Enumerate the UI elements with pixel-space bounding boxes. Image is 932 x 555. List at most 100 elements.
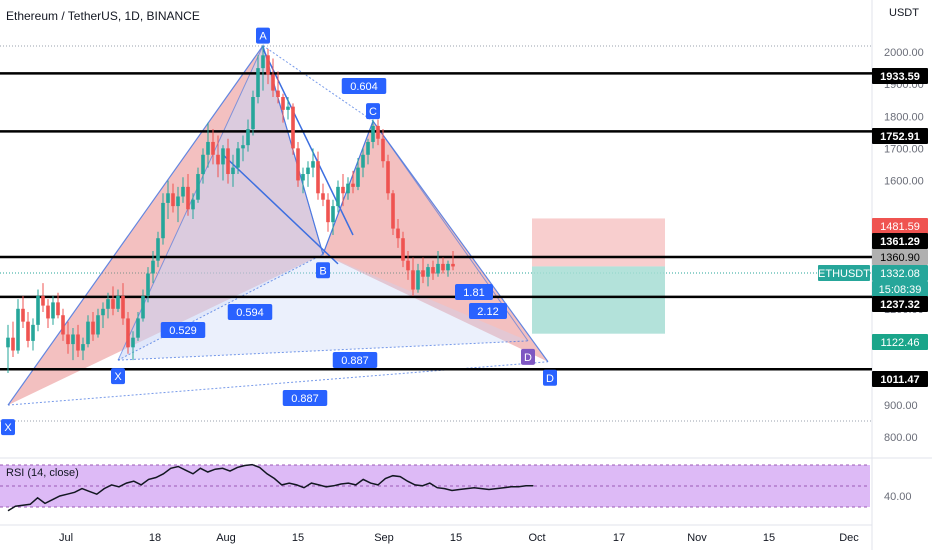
candle-body	[311, 161, 315, 168]
candle-body	[386, 161, 390, 194]
rsi-line	[7, 463, 534, 512]
candle-body	[316, 161, 320, 194]
candle-body	[36, 295, 40, 325]
candle-body	[326, 199, 330, 223]
price-tag-text: 1011.47	[880, 374, 919, 386]
candle-body	[351, 183, 355, 187]
candle-body	[61, 315, 65, 335]
stop-loss-zone	[532, 218, 665, 267]
price-tag-text: 1122.46	[881, 337, 920, 349]
candle-body	[346, 183, 350, 194]
time-axis-tick: Jul	[59, 532, 73, 544]
candle-body	[421, 270, 425, 277]
candle-body	[361, 154, 365, 168]
pattern-point-text: D	[546, 373, 554, 385]
candle-body	[71, 334, 75, 345]
candle-body	[266, 55, 270, 75]
candle-body	[151, 260, 155, 274]
candle-body	[16, 308, 20, 351]
price-axis-tick: 1600.00	[884, 175, 924, 187]
candle-body	[221, 148, 225, 165]
candle-body	[436, 263, 440, 274]
candle-body	[281, 97, 285, 110]
candle-body	[81, 344, 85, 351]
price-tag	[872, 233, 928, 249]
candle-body	[371, 125, 375, 142]
ratio-text: 0.604	[350, 81, 378, 93]
ratio-label	[160, 322, 206, 338]
candle-body	[101, 308, 105, 316]
candle-body	[26, 321, 30, 341]
ratio-text: 0.529	[169, 325, 197, 337]
ratio-text: 1.81	[463, 287, 484, 299]
candle-body	[406, 260, 410, 271]
candle-body	[331, 206, 335, 223]
candle-body	[176, 196, 180, 207]
pattern-point-label	[521, 348, 535, 365]
pattern-bcd-fill	[323, 121, 548, 362]
candle-body	[211, 141, 215, 155]
candle-body	[201, 154, 205, 175]
price-tag-text: USDT	[889, 7, 919, 19]
price-tag	[872, 249, 928, 265]
candle-body	[216, 154, 220, 165]
price-tag	[872, 218, 928, 234]
candle-body	[191, 199, 195, 210]
candle-body	[401, 238, 405, 261]
take-profit-zone	[532, 266, 665, 334]
candle-body	[441, 263, 445, 271]
candle-body	[246, 129, 250, 146]
ratio-label	[282, 390, 328, 406]
candle-body	[146, 273, 150, 296]
ratio-label	[341, 78, 387, 94]
pattern-point-text: X	[114, 371, 122, 383]
pattern-point-text: A	[259, 31, 267, 43]
pattern-inner-fill-2	[118, 254, 528, 361]
ratio-text: 0.887	[341, 355, 369, 367]
price-axis-tick: 800.00	[884, 432, 918, 444]
time-axis-tick: 15	[450, 532, 462, 544]
time-axis-tick: Sep	[374, 532, 394, 544]
candle-body	[321, 193, 325, 200]
candle-body	[106, 299, 110, 309]
price-tag-text: 15:08:39	[879, 284, 922, 296]
price-axis-tick: 900.00	[884, 400, 918, 412]
ratio-text: 0.594	[236, 307, 264, 319]
candle-body	[126, 318, 130, 348]
candle-body	[21, 308, 25, 322]
price-tag-text: 1360.90	[880, 252, 920, 264]
price-tag-text: 1332.08	[880, 268, 920, 280]
price-tag	[872, 265, 928, 281]
price-tag	[872, 281, 928, 297]
ratio-text: 2.12	[477, 306, 498, 318]
candle-body	[241, 145, 245, 149]
pattern-point-label	[366, 103, 380, 120]
candle-body	[286, 106, 290, 110]
rsi-axis-tick: 40.00	[884, 491, 912, 503]
pattern-point-text: D	[524, 352, 532, 364]
candle-body	[186, 186, 190, 210]
pattern-point-label	[111, 368, 125, 385]
candle-body	[56, 302, 60, 316]
candle-body	[141, 295, 145, 319]
candle-body	[231, 167, 235, 175]
rsi-label: RSI (14, close)	[6, 467, 79, 479]
price-tag-text: 1933.59	[880, 71, 920, 83]
price-tag-text: ETHUSDT	[818, 268, 870, 280]
candle-body	[226, 148, 230, 175]
ratio-label	[469, 303, 507, 319]
candle-body	[366, 141, 370, 155]
candle-body	[336, 186, 340, 207]
price-tag-text: 1237.32	[880, 299, 920, 311]
time-axis-tick: 17	[613, 532, 625, 544]
time-axis-tick: 18	[149, 532, 161, 544]
candle-body	[416, 270, 420, 290]
candle-body	[381, 138, 385, 162]
price-tag-text: 1481.59	[880, 221, 920, 233]
candle-body	[206, 141, 210, 155]
candle-body	[111, 299, 115, 309]
xb-dotted-line	[117, 253, 324, 361]
time-axis-tick: Nov	[687, 532, 707, 544]
